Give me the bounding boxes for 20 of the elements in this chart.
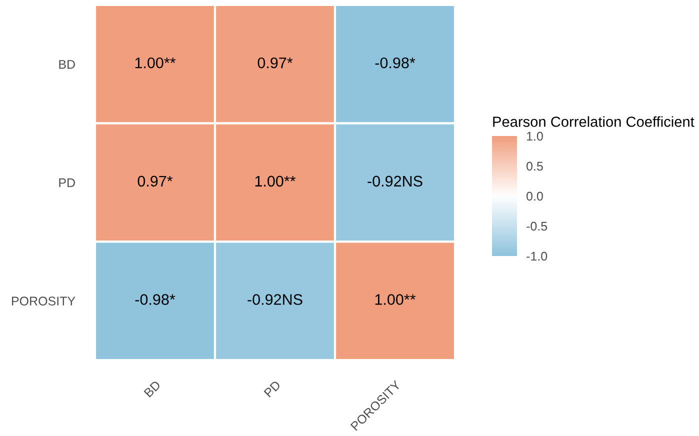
- data-label: -0.92NS: [368, 176, 422, 187]
- data-label: -0.92NS: [248, 294, 302, 305]
- data-label: 1.00**: [255, 176, 296, 187]
- data-label: -0.98*: [135, 294, 176, 305]
- data-label: 0.97*: [138, 176, 173, 187]
- color-bar-title: Pearson Correlation Coefficient: [493, 116, 694, 127]
- y-tick-label: PD: [59, 178, 75, 188]
- data-label: -0.98*: [375, 57, 416, 68]
- data-label: 1.00**: [135, 57, 176, 68]
- color-bar-label: -1.0: [526, 252, 548, 261]
- color-bar-label: 1.0: [526, 132, 543, 141]
- color-bar-label: -0.5: [526, 222, 548, 231]
- x-tick-label: BD: [144, 380, 161, 398]
- y-tick-label: BD: [59, 60, 75, 69]
- data-label: 1.00**: [375, 294, 416, 305]
- data-label: 0.97*: [258, 57, 293, 68]
- y-tick-label: POROSITY: [12, 296, 76, 306]
- color-bar-label: 0.5: [526, 162, 543, 171]
- color-bar-label: 0.0: [526, 192, 543, 201]
- x-tick-label: PD: [264, 380, 281, 398]
